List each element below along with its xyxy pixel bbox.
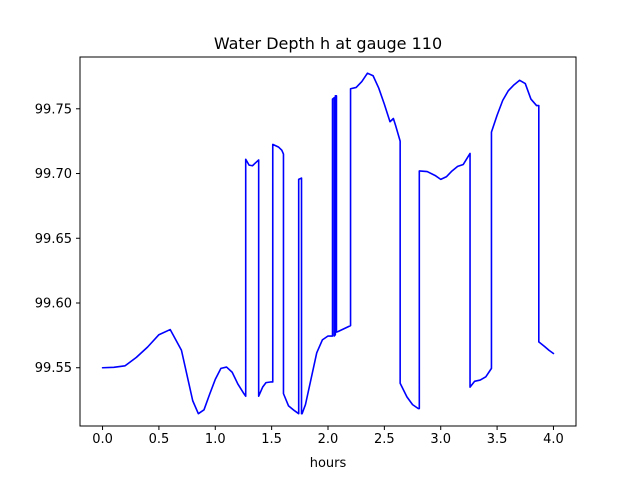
- x-tick-label: 2.5: [374, 432, 395, 447]
- x-tick-label: 3.0: [430, 432, 451, 447]
- y-tick-label: 99.60: [35, 297, 72, 312]
- x-axis-ticks: 0.0 0.5 1.0 1.5 2.0 2.5 3.0 3.5 4.0: [92, 426, 564, 447]
- y-tick-label: 99.65: [35, 232, 72, 247]
- x-tick-label: 3.5: [487, 432, 508, 447]
- x-tick-label: 4.0: [543, 432, 564, 447]
- y-tick-label: 99.75: [35, 102, 72, 117]
- plot-area: [101, 72, 555, 415]
- chart-title: Water Depth h at gauge 110: [214, 34, 442, 53]
- y-tick-label: 99.55: [35, 361, 72, 376]
- x-tick-label: 1.0: [205, 432, 226, 447]
- y-axis-ticks: 99.55 99.60 99.65 99.70 99.75: [35, 102, 80, 376]
- x-tick-label: 2.0: [318, 432, 339, 447]
- x-tick-label: 1.5: [261, 432, 282, 447]
- axes-frame: [79, 56, 577, 427]
- y-tick-label: 99.70: [35, 167, 72, 182]
- x-tick-label: 0.0: [92, 432, 113, 447]
- series-line-0: [101, 72, 555, 415]
- x-axis-label: hours: [310, 456, 347, 471]
- x-tick-label: 0.5: [149, 432, 170, 447]
